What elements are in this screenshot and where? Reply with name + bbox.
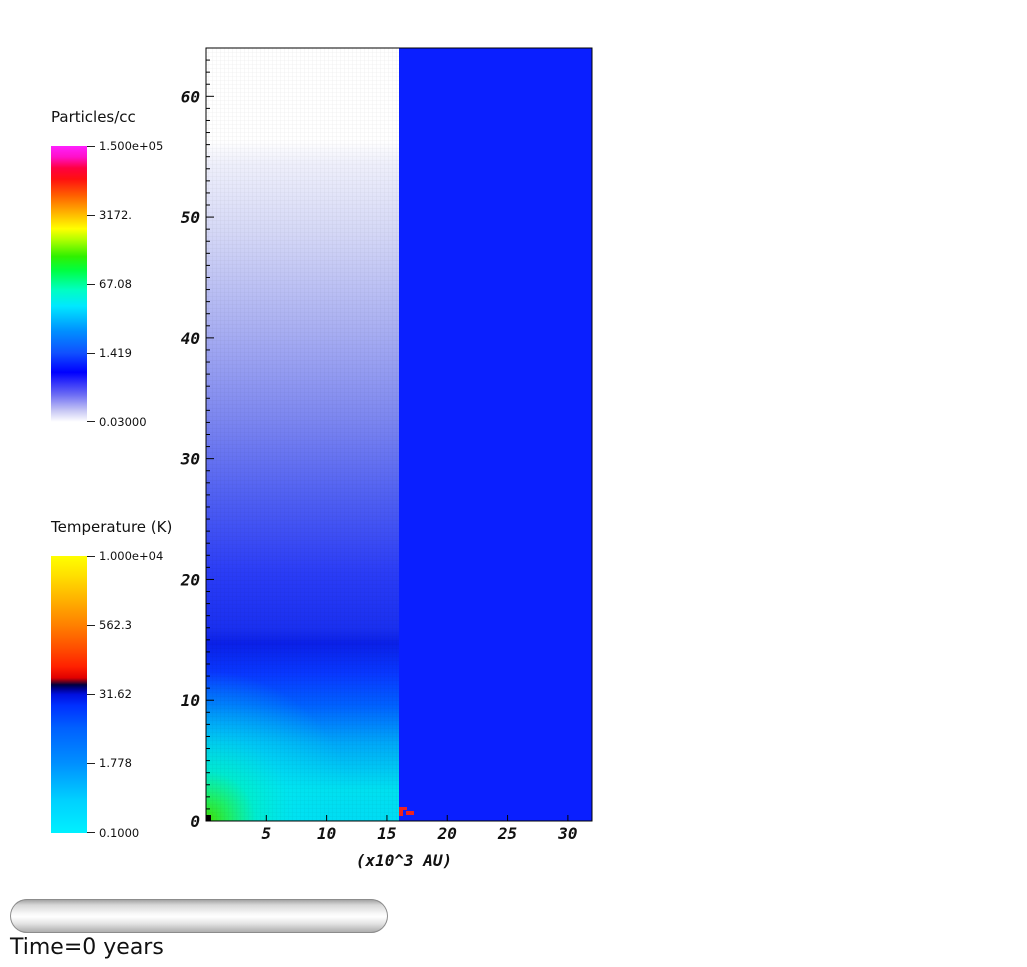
core-marker-right-b <box>403 807 407 810</box>
density-label-67: 67.08 <box>99 277 132 291</box>
temperature-colorbar <box>51 556 87 833</box>
density-label-min: 0.03000 <box>99 415 147 429</box>
plot-layer: 0 10 20 30 40 50 60 5 10 15 20 25 30 (x10^3 AU) <box>180 47 593 870</box>
density-legend-title: Particles/cc <box>51 108 136 126</box>
y-tick-label: 10 <box>181 691 200 710</box>
temperature-panel <box>399 48 592 821</box>
density-label-max: 1.500e+05 <box>99 139 164 153</box>
y-tick-label: 30 <box>180 450 200 469</box>
density-grid <box>206 48 399 821</box>
y-tick-label: 60 <box>181 87 200 106</box>
time-slider[interactable] <box>10 899 388 933</box>
density-label-1419: 1.419 <box>99 346 132 360</box>
density-tick-4 <box>87 421 95 422</box>
temperature-legend-title: Temperature (K) <box>51 518 173 536</box>
core-marker-right-a <box>399 807 403 816</box>
x-axis-title: (x10^3 AU) <box>356 851 452 870</box>
density-label-3172: 3172. <box>99 208 132 222</box>
density-tick-3 <box>87 353 95 354</box>
x-tick-label: 30 <box>557 824 577 843</box>
density-tick-1 <box>87 215 95 216</box>
density-colorbar <box>51 146 87 422</box>
x-tick-label: 20 <box>437 824 457 843</box>
density-tick-2 <box>87 284 95 285</box>
x-tick-label: 25 <box>497 824 517 843</box>
temperature-tick-3 <box>87 763 95 764</box>
temperature-label-1778: 1.778 <box>99 756 132 770</box>
temperature-label-31: 31.62 <box>99 687 132 701</box>
y-tick-label: 40 <box>181 329 200 348</box>
core-marker-right-c <box>406 811 414 815</box>
density-tick-0 <box>87 146 95 147</box>
time-readout: Time=0 years <box>10 935 164 960</box>
y-tick-label: 20 <box>180 570 200 589</box>
temperature-tick-2 <box>87 694 95 695</box>
temperature-tick-0 <box>87 556 95 557</box>
temperature-label-max: 1.000e+04 <box>99 549 164 563</box>
x-tick-label: 10 <box>317 824 336 843</box>
temperature-tick-1 <box>87 625 95 626</box>
temperature-label-562: 562.3 <box>99 618 132 632</box>
x-tick-label: 15 <box>377 824 396 843</box>
temperature-tick-4 <box>87 832 95 833</box>
y-tick-label: 0 <box>190 812 200 831</box>
temperature-label-min: 0.1000 <box>99 826 140 840</box>
x-tick-label: 5 <box>261 824 271 843</box>
core-marker-left <box>206 815 211 821</box>
y-tick-label: 50 <box>181 208 200 227</box>
